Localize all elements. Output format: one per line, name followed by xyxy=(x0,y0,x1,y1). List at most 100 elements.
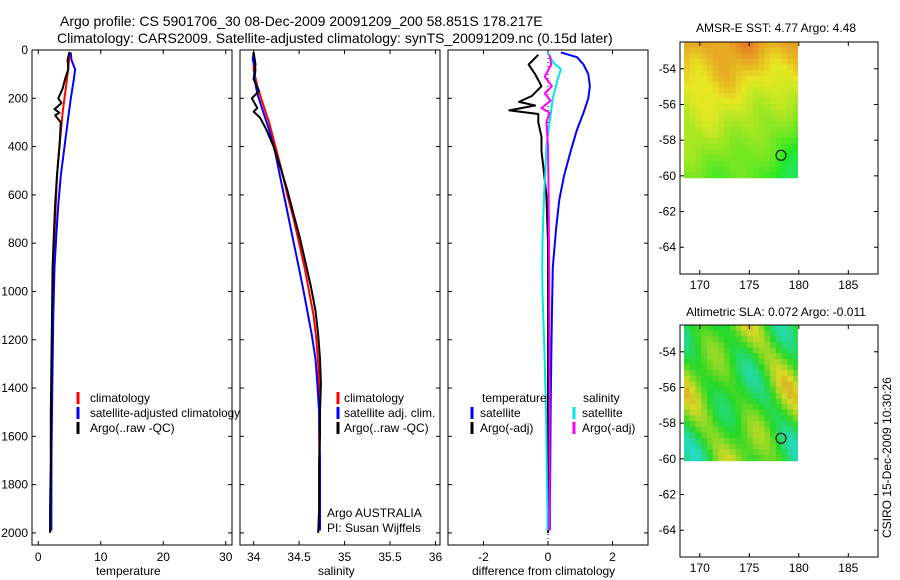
sst-map-cell xyxy=(781,121,788,128)
sla-map-cell xyxy=(770,330,777,337)
sla-map-cell xyxy=(758,341,765,349)
sst-map-cell xyxy=(712,47,720,54)
sla-map-cell xyxy=(775,347,783,354)
sst-map-cell xyxy=(712,42,720,49)
sla-map-cell xyxy=(683,358,691,366)
sla-map-cell xyxy=(752,398,760,405)
sla-map-cell xyxy=(729,325,737,332)
sla-map-cell xyxy=(735,426,742,433)
sla-map-cell xyxy=(729,404,737,411)
sla-map-cell xyxy=(712,421,720,428)
sla-map-cell xyxy=(729,353,737,360)
sla-map-cell xyxy=(712,443,720,450)
sst-map-cell xyxy=(787,53,794,60)
sla-map-cell xyxy=(781,421,788,428)
sst-map-cell xyxy=(718,42,725,49)
sla-map-cell xyxy=(775,364,783,371)
sst-map-cell xyxy=(701,98,708,105)
sla-map-cell xyxy=(787,409,794,417)
sla-map-cell xyxy=(787,415,794,422)
sla-map-cell xyxy=(793,432,798,439)
sst-map-cell xyxy=(775,155,783,162)
sst-map-cell xyxy=(781,138,788,145)
sla-map-cell xyxy=(724,432,731,439)
sla-map-cell xyxy=(747,325,754,332)
sst-map-cell xyxy=(689,81,697,88)
temperature-series-argo-raw-qc xyxy=(49,51,71,533)
legend-label-climatology: climatology xyxy=(90,391,150,405)
sst-map-cell xyxy=(793,70,798,77)
sst-map-cell xyxy=(793,104,798,111)
sst-map-cell xyxy=(724,109,731,117)
sst-map-cell xyxy=(764,87,771,94)
sla-map-cell xyxy=(793,341,798,349)
sla-map-cell xyxy=(735,358,742,366)
sst-map-cell xyxy=(712,166,720,173)
sst-map-cell xyxy=(770,64,777,71)
sst-map-cell xyxy=(793,42,798,49)
sla-map-cell xyxy=(712,409,720,417)
sst-map-cell xyxy=(683,81,691,88)
sla-map-cell xyxy=(764,415,771,422)
sla-map-cell xyxy=(706,392,714,400)
sst-map-cell xyxy=(764,53,771,60)
sst-map-cell xyxy=(689,104,697,111)
salinity-axes-box xyxy=(239,49,441,546)
sla-map-cell xyxy=(712,381,720,388)
sla-map-cell xyxy=(724,398,731,405)
sst-map-cell xyxy=(729,81,737,88)
sla-map-cell xyxy=(747,432,754,439)
temperature-ytick-label: 600 xyxy=(8,188,28,202)
sla-map-cell xyxy=(752,341,760,349)
sst-map-cell xyxy=(793,92,798,100)
sla-map-cell xyxy=(764,421,771,428)
sla-map-cell xyxy=(758,432,765,439)
sst-map-cell xyxy=(764,81,771,88)
sla-map-cell xyxy=(701,443,708,450)
sla-map-cell xyxy=(701,358,708,366)
sst-map-cell xyxy=(712,149,720,156)
sla-map-cell xyxy=(770,392,777,400)
sst-map-cell xyxy=(741,121,748,128)
sla-map-xtick-label: 180 xyxy=(789,561,809,575)
sla-map-cell xyxy=(729,381,737,388)
sst-map-cell xyxy=(735,64,742,71)
sla-map-cell xyxy=(718,432,725,439)
sla-map-cell xyxy=(701,341,708,349)
sst-map-cell xyxy=(724,70,731,77)
sla-map-cell xyxy=(747,341,754,349)
sla-map-cell xyxy=(770,449,777,456)
sst-map-cell xyxy=(758,115,765,122)
sla-map-cell xyxy=(706,432,714,439)
sst-map-cell xyxy=(683,53,691,60)
difference-xtick-label: 2 xyxy=(609,550,616,564)
sla-map-cell xyxy=(793,415,798,422)
sla-map-cell xyxy=(741,432,748,439)
sla-map-cell xyxy=(770,387,777,394)
sla-map-cell xyxy=(718,404,725,411)
sst-map-cell xyxy=(775,171,783,179)
sla-map-cell xyxy=(787,336,794,343)
sla-map-cell xyxy=(735,438,742,445)
sla-map-cell xyxy=(770,341,777,349)
sst-map-cell xyxy=(724,166,731,173)
temperature-ytick-label: 1400 xyxy=(1,381,28,395)
sst-map-cell xyxy=(729,70,737,77)
sla-map-cell xyxy=(724,387,731,394)
sla-map-cell xyxy=(695,449,702,456)
sst-map-cell xyxy=(683,70,691,77)
sla-map-cell xyxy=(787,398,794,405)
temperature-legend: climatology satellite-adjusted climatolo… xyxy=(76,391,240,435)
sst-map-cell xyxy=(683,115,691,122)
sst-map-cell xyxy=(695,58,702,66)
sst-map-cell xyxy=(689,160,697,167)
sst-map-ytick-label: -64 xyxy=(659,240,677,254)
sla-map-cell xyxy=(775,398,783,405)
legend-label-sal-argo: Argo(..raw -QC) xyxy=(344,421,429,435)
sla-map-cell xyxy=(758,421,765,428)
salinity-series-argo-raw-qc xyxy=(250,51,322,533)
sst-map-cell xyxy=(741,92,748,100)
sst-map-cell xyxy=(793,126,798,134)
sla-map-cell xyxy=(729,387,737,394)
sst-map-cell xyxy=(718,155,725,162)
